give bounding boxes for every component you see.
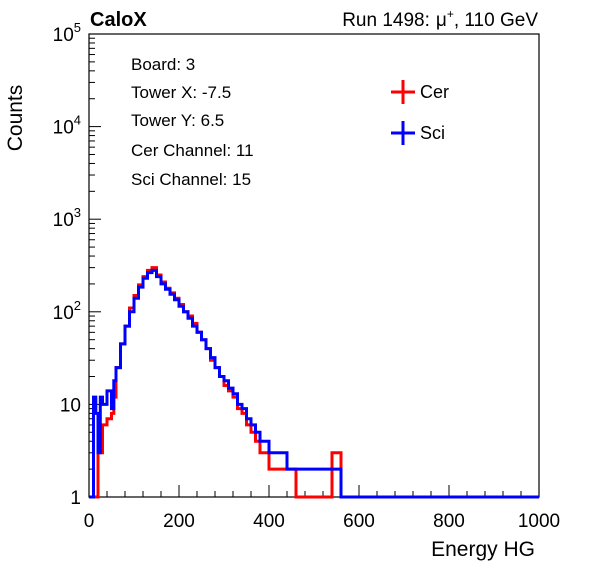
x-axis-label: Energy HG bbox=[431, 538, 535, 561]
y-tick-label: 105 bbox=[53, 20, 81, 46]
header-right-title: Run 1498: μ+, 110 GeV bbox=[342, 7, 538, 31]
y-tick-label: 103 bbox=[53, 205, 81, 231]
legend-sci-label: Sci bbox=[420, 123, 445, 143]
series-layer bbox=[89, 266, 539, 499]
info-tower-y: Tower Y: 6.5 bbox=[131, 111, 224, 130]
info-box: Board: 3 Tower X: -7.5 Tower Y: 6.5 Cer … bbox=[131, 55, 254, 189]
header-left-title: CaloX bbox=[90, 9, 147, 31]
legend-cer-label: Cer bbox=[420, 82, 449, 102]
x-tick-label: 1000 bbox=[518, 511, 560, 532]
info-board: Board: 3 bbox=[131, 55, 195, 74]
y-tick-label: 102 bbox=[53, 298, 81, 324]
header-energy: , 110 GeV bbox=[454, 10, 538, 31]
plot-frame bbox=[88, 33, 540, 498]
y-axis-label: Counts bbox=[4, 85, 27, 152]
x-tick-label: 600 bbox=[343, 511, 375, 532]
axis-ticks: 0 200 400 600 800 1000 1 10 102 103 104 105 bbox=[53, 20, 561, 532]
x-tick-label: 200 bbox=[163, 511, 195, 532]
legend-entry-cer: Cer bbox=[391, 80, 449, 104]
x-tick-label: 0 bbox=[84, 511, 95, 532]
y-tick-label: 10 bbox=[60, 395, 81, 416]
legend: Cer Sci bbox=[391, 80, 449, 145]
x-tick-label: 800 bbox=[433, 511, 465, 532]
info-tower-x: Tower X: -7.5 bbox=[131, 83, 231, 102]
series-line-cer bbox=[89, 266, 539, 499]
header-particle: μ bbox=[436, 10, 447, 31]
info-cer-channel: Cer Channel: 11 bbox=[131, 141, 254, 160]
y-tick-label: 1 bbox=[70, 488, 81, 509]
legend-entry-sci: Sci bbox=[391, 121, 445, 145]
y-tick-label: 104 bbox=[53, 113, 81, 139]
x-tick-label: 400 bbox=[253, 511, 285, 532]
info-sci-channel: Sci Channel: 15 bbox=[131, 170, 251, 189]
series-line-sci bbox=[89, 268, 539, 499]
header-particle-sup: + bbox=[447, 7, 454, 21]
header-run: Run 1498: bbox=[342, 10, 430, 31]
